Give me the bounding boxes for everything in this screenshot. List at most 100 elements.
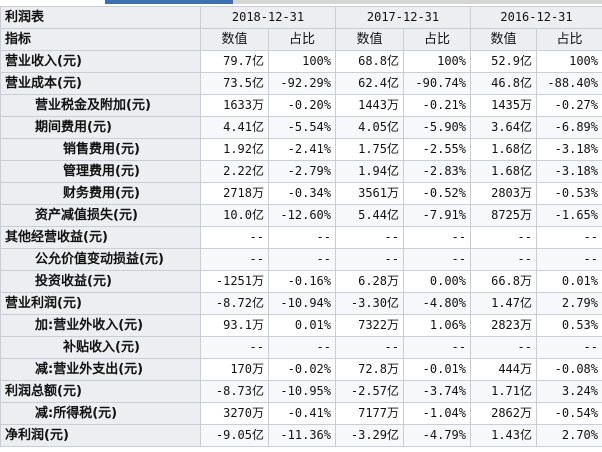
value-cell: -1251万 [200, 270, 269, 293]
table-row: 净利润(元) -9.05亿 -11.36% -3.29亿 -4.79% 1.43亿 2.70… [0, 424, 602, 447]
table-row: 补贴收入(元) -- -- -- -- -- -- [0, 336, 602, 359]
date-header-2018[interactable]: 2018-12-31 [200, 6, 336, 29]
value-cell: 52.9亿 [470, 50, 537, 73]
table-row: 减:所得税(元) 3270万 -0.41% 7177万 -1.04% 2862万 -0.54… [0, 402, 602, 425]
pct-cell: -6.89% [536, 116, 602, 139]
pct-cell: -0.01% [403, 358, 471, 381]
pct-cell: -11.36% [268, 424, 336, 447]
value-cell: -- [335, 248, 404, 271]
value-cell: -2.57亿 [335, 380, 404, 403]
value-cell: 79.7亿 [200, 50, 269, 73]
row-label: 净利润(元) [0, 424, 201, 447]
value-cell: 66.8万 [470, 270, 537, 293]
active-tab-indicator [105, 0, 233, 4]
pct-cell: -88.40% [536, 72, 602, 95]
value-cell: -- [470, 336, 537, 359]
pct-cell: -5.54% [268, 116, 336, 139]
date-header-2017[interactable]: 2017-12-31 [335, 6, 471, 29]
pct-cell: 0.01% [268, 314, 336, 337]
pct-cell: -2.83% [403, 160, 471, 183]
row-label: 投资收益(元) [0, 270, 201, 293]
table-row: 投资收益(元) -1251万 -0.16% 6.28万 0.00% 66.8万 0.01% [0, 270, 602, 293]
pct-cell: -0.53% [536, 182, 602, 205]
value-cell: 93.1万 [200, 314, 269, 337]
row-label: 减:所得税(元) [0, 402, 201, 425]
pct-cell: -12.60% [268, 204, 336, 227]
value-cell: 2.22亿 [200, 160, 269, 183]
pct-cell: -1.65% [536, 204, 602, 227]
row-label: 减:营业外支出(元) [0, 358, 201, 381]
value-cell: -- [335, 336, 404, 359]
pct-cell: -0.16% [268, 270, 336, 293]
pct-cell: 0.01% [536, 270, 602, 293]
pct-cell: -- [268, 336, 336, 359]
value-cell: 170万 [200, 358, 269, 381]
pct-cell: -10.94% [268, 292, 336, 315]
value-cell: -8.73亿 [200, 380, 269, 403]
row-label: 销售费用(元) [0, 138, 201, 161]
pct-cell: -- [536, 336, 602, 359]
table-row: 加:营业外收入(元) 93.1万 0.01% 7322万 1.06% 2823万 0.53% [0, 314, 602, 337]
pct-cell: 1.06% [403, 314, 471, 337]
date-header-2016[interactable]: 2016-12-31 [470, 6, 602, 29]
pct-cell: 3.24% [536, 380, 602, 403]
pct-cell: -0.54% [536, 402, 602, 425]
pct-cell: -- [403, 248, 471, 271]
col-value-header: 数值 [335, 28, 404, 51]
pct-cell: -- [536, 248, 602, 271]
value-cell: -9.05亿 [200, 424, 269, 447]
value-cell: -- [200, 248, 269, 271]
row-label: 公允价值变动损益(元) [0, 248, 201, 271]
value-cell: 6.28万 [335, 270, 404, 293]
value-cell: 7177万 [335, 402, 404, 425]
pct-cell: -0.41% [268, 402, 336, 425]
pct-cell: -- [268, 248, 336, 271]
row-label: 期间费用(元) [0, 116, 201, 139]
pct-cell: -1.04% [403, 402, 471, 425]
table-row: 营业收入(元) 79.7亿 100% 68.8亿 100% 52.9亿 100% [0, 50, 602, 73]
value-cell: 3.64亿 [470, 116, 537, 139]
table-row: 期间费用(元) 4.41亿 -5.54% 4.05亿 -5.90% 3.64亿 -6.89% [0, 116, 602, 139]
row-label: 营业收入(元) [0, 50, 201, 73]
value-cell: 444万 [470, 358, 537, 381]
pct-cell: -90.74% [403, 72, 471, 95]
value-cell: 1.47亿 [470, 292, 537, 315]
value-cell: 72.8万 [335, 358, 404, 381]
value-cell: 68.8亿 [335, 50, 404, 73]
row-label: 营业利润(元) [0, 292, 201, 315]
pct-cell: -3.18% [536, 138, 602, 161]
pct-cell: -2.41% [268, 138, 336, 161]
value-cell: -- [470, 226, 537, 249]
row-label: 营业成本(元) [0, 72, 201, 95]
indicator-header: 指标 [0, 28, 201, 51]
pct-cell: 100% [403, 50, 471, 73]
table-row: 营业成本(元) 73.5亿 -92.29% 62.4亿 -90.74% 46.8亿 -88.… [0, 72, 602, 95]
table-body: 营业收入(元) 79.7亿 100% 68.8亿 100% 52.9亿 100% 营业成本(元… [0, 50, 602, 447]
value-cell: 1.75亿 [335, 138, 404, 161]
col-pct-header: 占比 [268, 28, 336, 51]
value-cell: 5.44亿 [335, 204, 404, 227]
row-label: 管理费用(元) [0, 160, 201, 183]
value-cell: 1443万 [335, 94, 404, 117]
pct-cell: 0.53% [536, 314, 602, 337]
value-cell: -3.30亿 [335, 292, 404, 315]
value-cell: 2718万 [200, 182, 269, 205]
col-value-header: 数值 [200, 28, 269, 51]
value-cell: 8725万 [470, 204, 537, 227]
row-label: 其他经营收益(元) [0, 226, 201, 249]
value-cell: -3.29亿 [335, 424, 404, 447]
pct-cell: -0.21% [403, 94, 471, 117]
pct-cell: -- [403, 336, 471, 359]
row-label: 利润总额(元) [0, 380, 201, 403]
value-cell: 1.68亿 [470, 138, 537, 161]
pct-cell: -- [268, 226, 336, 249]
value-cell: 62.4亿 [335, 72, 404, 95]
row-label: 营业税金及附加(元) [0, 94, 201, 117]
pct-cell: 2.70% [536, 424, 602, 447]
table-row: 管理费用(元) 2.22亿 -2.79% 1.94亿 -2.83% 1.68亿 -3.18% [0, 160, 602, 183]
value-cell: 1.94亿 [335, 160, 404, 183]
value-cell: -8.72亿 [200, 292, 269, 315]
pct-cell: -10.95% [268, 380, 336, 403]
col-value-header: 数值 [470, 28, 537, 51]
